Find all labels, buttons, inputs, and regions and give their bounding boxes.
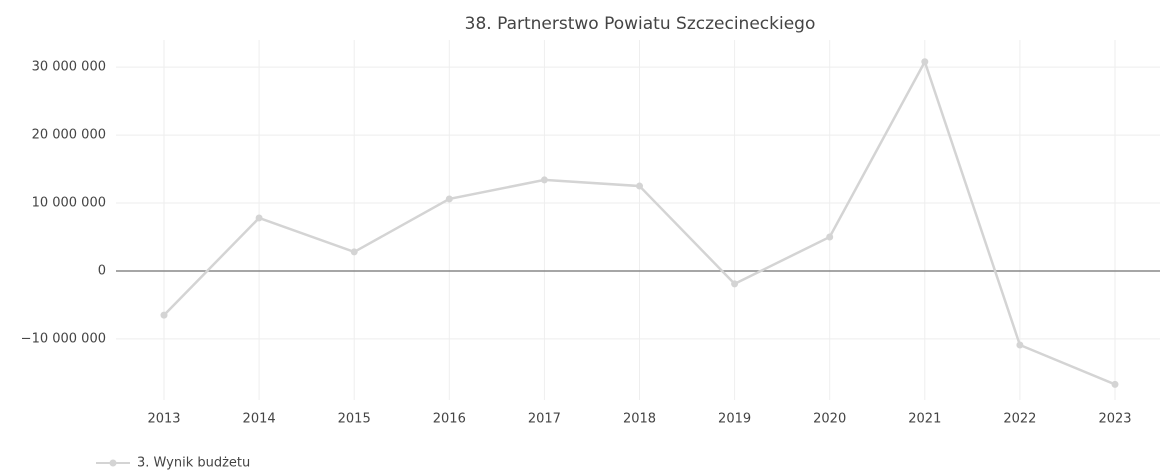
point <box>540 176 548 184</box>
y-tick-label: −10 000 000 <box>21 331 106 346</box>
legend-marker <box>109 459 117 467</box>
point <box>636 182 643 190</box>
point <box>921 58 929 66</box>
x-tick-label: 2022 <box>1003 412 1036 427</box>
x-tick-label: 2023 <box>1098 412 1131 427</box>
x-tick-label: 2013 <box>147 412 180 427</box>
x-tick-label: 2017 <box>528 412 561 427</box>
legend-label: 3. Wynik budżetu <box>137 456 250 471</box>
x-tick-label: 2018 <box>623 412 656 427</box>
point <box>826 233 834 241</box>
point <box>1016 341 1024 349</box>
point <box>445 195 453 203</box>
x-tick-label: 2016 <box>433 412 466 427</box>
x-tick-label: 2014 <box>243 412 276 427</box>
y-tick-label: 10 000 000 <box>32 196 106 211</box>
x-tick-label: 2019 <box>718 412 751 427</box>
chart-title: 38. Partnerstwo Powiatu Szczecineckiego <box>465 14 816 34</box>
point <box>255 214 263 222</box>
y-tick-label: 0 <box>98 263 106 278</box>
x-tick-label: 2020 <box>813 412 846 427</box>
point <box>160 311 168 319</box>
point <box>731 280 739 288</box>
x-tick-label: 2015 <box>338 412 371 427</box>
y-tick-label: 30 000 000 <box>32 60 106 75</box>
y-tick-label: 20 000 000 <box>32 128 106 143</box>
x-tick-label: 2021 <box>908 412 941 427</box>
point <box>350 248 358 256</box>
point <box>1111 380 1119 388</box>
